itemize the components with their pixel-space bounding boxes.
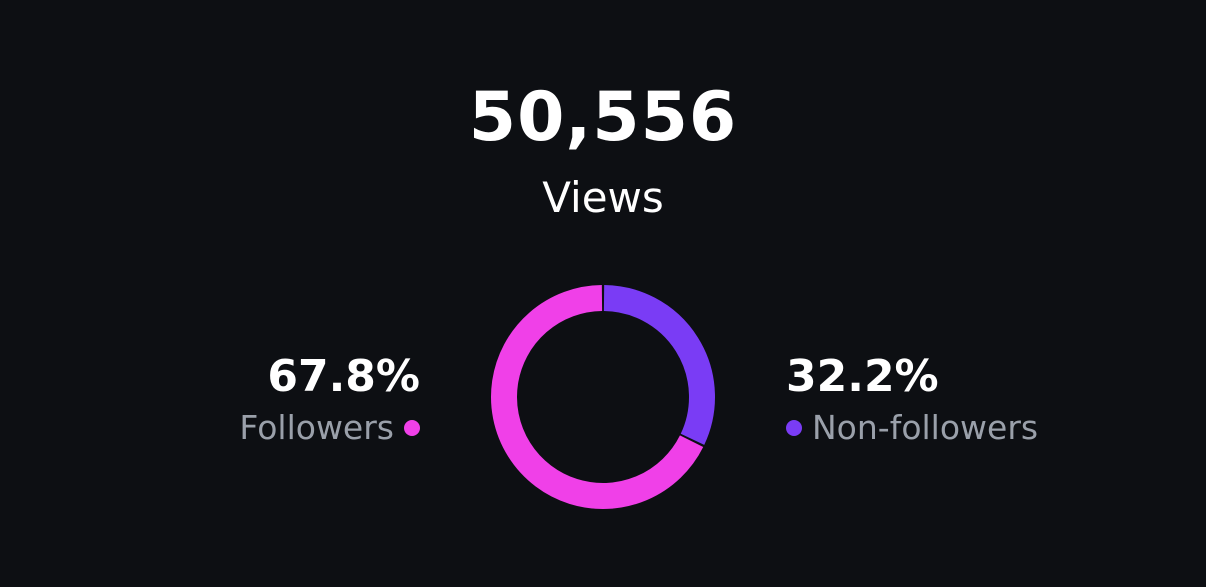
followers-percent: 67.8% [267, 351, 420, 402]
donut-chart [491, 285, 715, 509]
followers-legend: 67.8% Followers [239, 350, 420, 450]
followers-color-dot [404, 420, 420, 436]
followers-label: Followers [239, 408, 394, 447]
non-followers-legend-row: Non-followers [786, 406, 1038, 450]
non-followers-slice [603, 285, 715, 445]
total-views-value: 50,556 [468, 78, 738, 157]
non-followers-color-dot [786, 420, 802, 436]
total-views-label: Views [542, 173, 664, 222]
non-followers-percent: 32.2% [786, 351, 939, 402]
followers-slice [491, 285, 704, 509]
non-followers-label: Non-followers [812, 408, 1039, 447]
followers-legend-row: Followers [239, 406, 420, 450]
non-followers-legend: 32.2% Non-followers [786, 350, 1038, 450]
